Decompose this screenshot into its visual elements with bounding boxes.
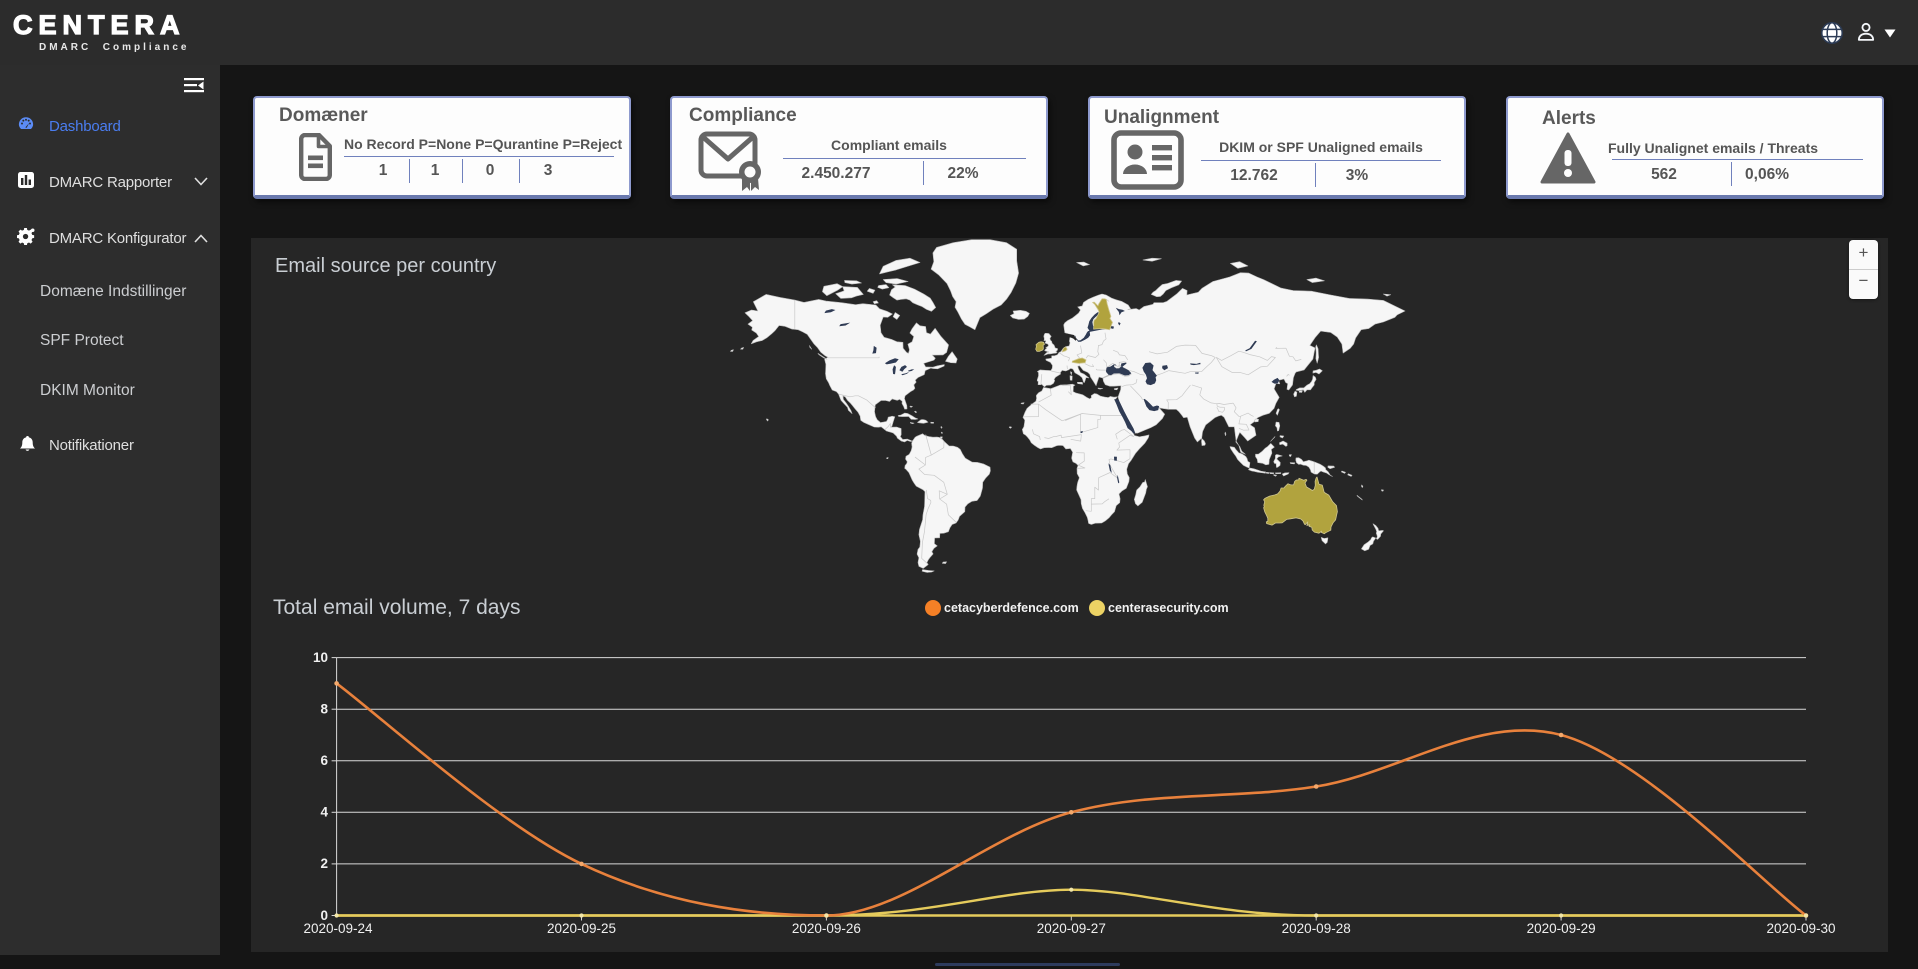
svg-text:2020-09-25: 2020-09-25 [547,921,616,936]
svg-text:2020-09-24: 2020-09-24 [303,921,373,936]
svg-text:4: 4 [320,805,328,820]
svg-text:0: 0 [320,908,328,923]
svg-text:2020-09-26: 2020-09-26 [792,921,861,936]
svg-text:6: 6 [320,753,328,768]
svg-text:8: 8 [320,702,328,717]
svg-text:2: 2 [320,856,328,871]
svg-text:2020-09-27: 2020-09-27 [1037,921,1106,936]
svg-text:10: 10 [313,650,328,665]
svg-text:2020-09-30: 2020-09-30 [1766,921,1835,936]
svg-text:2020-09-29: 2020-09-29 [1527,921,1596,936]
svg-text:2020-09-28: 2020-09-28 [1282,921,1351,936]
